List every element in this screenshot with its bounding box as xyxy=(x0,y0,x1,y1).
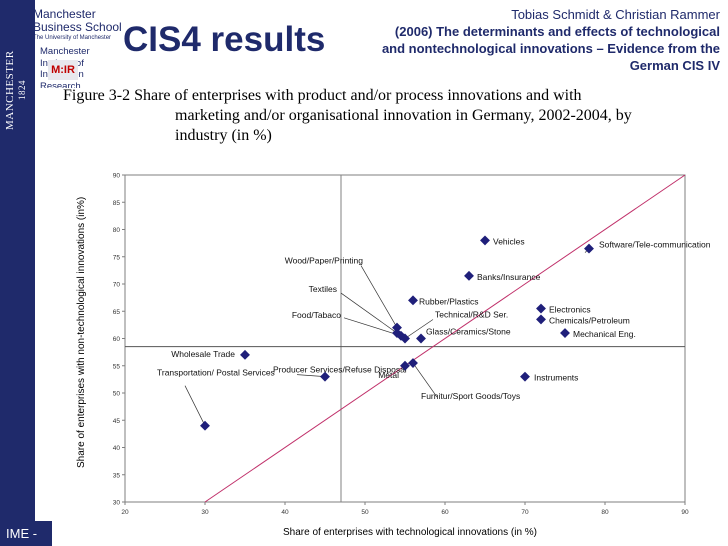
leader-line xyxy=(184,385,206,426)
y-tick-label: 90 xyxy=(113,173,121,180)
x-tick-label: 20 xyxy=(121,509,129,516)
leader-line xyxy=(412,362,438,398)
point-label: Chemicals/Petroleum xyxy=(549,315,630,325)
diagonal-line xyxy=(204,174,686,503)
x-tick-label: 30 xyxy=(201,509,209,516)
leader-line xyxy=(296,374,326,377)
figure-caption-rest: marketing and/or organisational innovati… xyxy=(175,107,632,144)
leader-lines xyxy=(184,248,590,426)
y-tick-label: 35 xyxy=(113,472,121,479)
y-tick-label: 45 xyxy=(113,418,121,425)
data-point xyxy=(408,358,418,368)
leader-line xyxy=(343,317,402,337)
footer-tag: IME - xyxy=(0,521,52,546)
point-label: Furnitur/Sport Goods/Toys xyxy=(421,391,520,401)
reference-lines xyxy=(125,174,686,503)
data-points xyxy=(200,235,594,431)
leader-line xyxy=(404,319,434,339)
y-tick-label: 75 xyxy=(113,254,121,261)
point-label: Electronics xyxy=(549,305,591,315)
figure-caption-line1: Figure 3-2 Share of enterprises with pro… xyxy=(63,87,582,104)
data-point xyxy=(536,303,546,314)
x-tick-label: 50 xyxy=(361,509,369,516)
school-line2: Business School xyxy=(33,20,122,34)
point-label: Instruments xyxy=(534,373,578,383)
business-school-logo: Manchester Business School The Universit… xyxy=(33,8,122,42)
institute-logo-mark: M:IR xyxy=(48,60,78,80)
axes: 20 30 40 50 60 70 80 90303540455055606570758085… xyxy=(113,173,689,517)
data-point xyxy=(240,349,250,360)
x-axis-label: Share of enterprises with technological … xyxy=(282,527,538,538)
reference-paper: (2006) The determinants and effects of t… xyxy=(381,24,720,73)
y-tick-label: 40 xyxy=(113,445,121,452)
brand-sidebar: MANCHESTER 1824 xyxy=(0,0,35,546)
data-point xyxy=(320,371,330,382)
reference-citation: Tobias Schmidt & Christian Rammer (2006)… xyxy=(378,6,720,74)
data-point xyxy=(536,314,546,325)
point-label: Textiles xyxy=(309,284,337,294)
point-label: Producer Services/Refuse Disposal xyxy=(273,365,407,375)
y-tick-label: 85 xyxy=(113,200,121,207)
point-label: Software/Tele-communication xyxy=(599,240,711,250)
data-point xyxy=(200,420,210,431)
y-tick-label: 70 xyxy=(113,282,121,289)
point-label: Banks/Insurance xyxy=(477,272,541,282)
x-tick-label: 40 xyxy=(281,509,289,516)
data-point xyxy=(416,333,426,344)
point-label: Wood/Paper/Printing xyxy=(285,256,364,266)
data-point xyxy=(480,235,490,246)
point-label: Wholesale Trade xyxy=(171,349,235,359)
data-point xyxy=(520,371,530,382)
school-line1: Manchester xyxy=(33,7,96,21)
data-point xyxy=(408,295,418,306)
institute-line4: Research xyxy=(40,80,81,88)
point-label: Glass/Ceramics/Stone xyxy=(426,327,511,337)
data-point xyxy=(400,333,410,344)
y-axis-label: Share of enterprises with non-technologi… xyxy=(76,196,87,469)
point-label: Food/Tabaco xyxy=(292,310,341,320)
data-point xyxy=(584,243,594,254)
point-label: Vehicles xyxy=(493,236,525,246)
leader-line xyxy=(340,292,398,334)
x-tick-label: 70 xyxy=(521,509,529,516)
slide-title: CIS4 results xyxy=(123,20,326,59)
y-tick-label: 50 xyxy=(113,391,121,398)
x-tick-label: 60 xyxy=(441,509,449,516)
data-point xyxy=(400,360,410,371)
data-point xyxy=(464,270,474,281)
leader-line xyxy=(360,265,398,328)
y-tick-label: 80 xyxy=(113,227,121,234)
data-point xyxy=(392,322,402,333)
point-label: Transportation/ Postal Services xyxy=(157,368,275,378)
point-labels: Vehicles Software/Tele-communication Banks… xyxy=(157,236,711,401)
y-tick-label: 55 xyxy=(113,363,121,370)
reference-author: Tobias Schmidt & Christian Rammer xyxy=(511,7,720,22)
data-point xyxy=(560,328,570,338)
figure-caption: Figure 3-2 Share of enterprises with pro… xyxy=(63,86,678,146)
y-tick-label: 30 xyxy=(113,500,121,507)
point-label: Mechanical Eng. xyxy=(573,329,636,339)
point-label: Rubber/Plastics xyxy=(419,296,479,306)
institute-line1: Manchester xyxy=(40,46,90,57)
x-tick-label: 80 xyxy=(601,509,609,516)
y-tick-label: 65 xyxy=(113,309,121,316)
school-subtitle: The University of Manchester xyxy=(33,35,112,41)
x-tick-label: 90 xyxy=(681,509,689,516)
y-tick-label: 60 xyxy=(113,336,121,343)
point-label: Metal xyxy=(378,370,399,380)
point-label: Technical/R&D Ser. xyxy=(435,310,508,320)
